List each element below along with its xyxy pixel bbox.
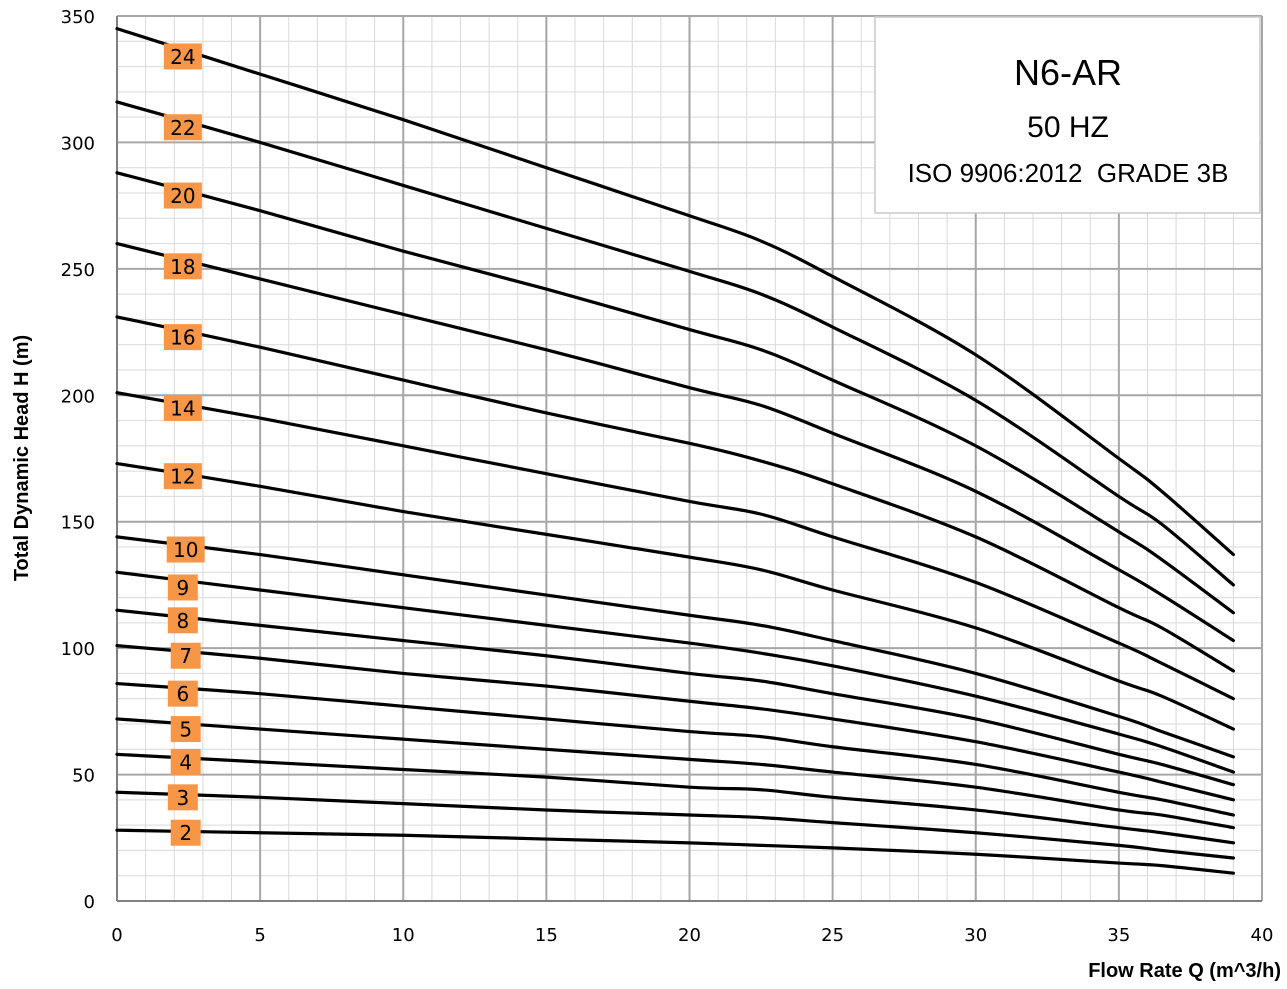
x-tick-label: 15 xyxy=(535,925,558,946)
y-axis-title: Total Dynamic Head H (m) xyxy=(11,335,33,581)
curve-label-8: 8 xyxy=(176,609,189,633)
curve-label-box-9 xyxy=(167,574,198,601)
series-line-7 xyxy=(115,644,1235,802)
curve-label-10: 10 xyxy=(173,538,198,562)
curve-label-9: 9 xyxy=(176,576,189,600)
curve-label-box-8 xyxy=(167,607,198,634)
x-tick-label: 30 xyxy=(964,925,987,946)
curve-label-box-14 xyxy=(163,394,202,421)
curve-label-5: 5 xyxy=(179,718,192,742)
y-tick-labels: 0 50 100 150 200 250 300 350 xyxy=(61,7,95,913)
series-line-6 xyxy=(115,681,1235,817)
x-tick-label: 25 xyxy=(821,925,844,946)
title-box-frame xyxy=(874,16,1261,214)
curve-label-box-22 xyxy=(163,114,202,141)
curve-label-6: 6 xyxy=(176,682,189,706)
series-line-14 xyxy=(115,391,1235,701)
x-tick-label: 35 xyxy=(1107,925,1130,946)
y-tick-label: 50 xyxy=(72,766,95,787)
curve-label-16: 16 xyxy=(170,326,195,350)
curve-label-12: 12 xyxy=(170,465,195,489)
series-lines xyxy=(115,27,1235,875)
curve-label-20: 20 xyxy=(170,184,195,208)
curve-label-box-20 xyxy=(163,182,202,209)
series-line-24 xyxy=(115,27,1235,557)
y-tick-label: 150 xyxy=(61,513,95,534)
series-line-9 xyxy=(115,570,1235,774)
curve-label-box-12 xyxy=(163,463,202,490)
series-line-18 xyxy=(115,241,1235,643)
y-tick-label: 350 xyxy=(61,7,95,28)
curve-label-box-5 xyxy=(170,716,201,743)
curve-label-4: 4 xyxy=(179,750,192,774)
series-line-22 xyxy=(115,100,1235,587)
curve-label-box-10 xyxy=(166,536,205,563)
curve-label-box-4 xyxy=(170,748,201,775)
x-tick-label: 20 xyxy=(678,925,701,946)
y-tick-label: 250 xyxy=(61,260,95,281)
series-line-8 xyxy=(115,608,1235,787)
curve-label-24: 24 xyxy=(170,45,195,69)
x-tick-labels: 0 5 10 15 20 25 30 35 40 xyxy=(111,925,1273,946)
curve-label-box-2 xyxy=(170,819,201,846)
curve-label-box-6 xyxy=(167,680,198,707)
chart-subtitle-standard: ISO 9906:2012 GRADE 3B xyxy=(908,158,1229,188)
x-tick-label: 5 xyxy=(254,925,265,946)
chart-title: N6-AR xyxy=(1014,52,1122,93)
series-line-12 xyxy=(115,461,1235,731)
chart-subtitle-frequency: 50 HZ xyxy=(1027,111,1109,144)
curve-label-14: 14 xyxy=(170,396,195,420)
y-tick-label: 0 xyxy=(84,892,95,913)
curve-label-box-24 xyxy=(163,43,202,70)
x-axis-title: Flow Rate Q (m^3/h) xyxy=(1088,960,1281,982)
curve-label-22: 22 xyxy=(170,116,195,140)
curve-labels: 24 22 20 18 16 14 12 10 9 8 7 6 5 4 3 2 xyxy=(163,43,205,846)
curve-label-3: 3 xyxy=(176,786,189,810)
series-line-10 xyxy=(115,535,1235,759)
series-line-20 xyxy=(115,171,1235,615)
y-tick-label: 100 xyxy=(61,639,95,660)
curve-label-box-18 xyxy=(163,253,202,280)
y-tick-label: 300 xyxy=(61,133,95,154)
curve-label-7: 7 xyxy=(179,644,192,668)
title-box: N6-AR 50 HZ ISO 9906:2012 GRADE 3B xyxy=(874,16,1261,214)
series-line-5 xyxy=(115,717,1235,830)
x-tick-label: 10 xyxy=(392,925,415,946)
series-line-3 xyxy=(115,790,1235,860)
series-line-16 xyxy=(115,315,1235,673)
y-tick-label: 200 xyxy=(61,386,95,407)
x-tick-label: 40 xyxy=(1251,925,1274,946)
curve-label-box-7 xyxy=(170,642,201,669)
curve-label-box-3 xyxy=(167,784,198,811)
curve-label-18: 18 xyxy=(170,255,195,279)
x-tick-label: 0 xyxy=(111,925,122,946)
curve-label-2: 2 xyxy=(179,821,192,845)
series-line-2 xyxy=(115,828,1235,875)
curve-label-box-16 xyxy=(163,324,202,351)
series-line-4 xyxy=(115,752,1235,845)
